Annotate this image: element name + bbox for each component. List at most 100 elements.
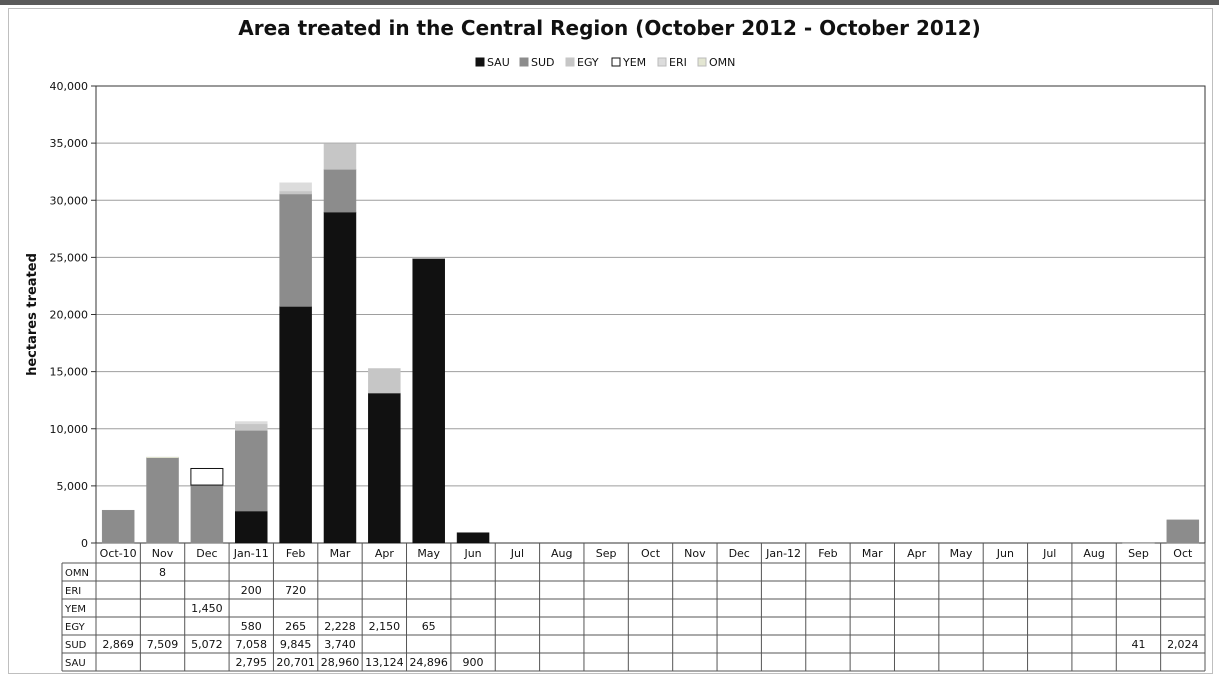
y-tick-label: 0 [81,537,88,550]
legend-swatch-egy [565,57,575,67]
x-tick-label: Dec [196,547,217,560]
x-tick-label: Nov [684,547,706,560]
x-tick-label: Jul [1042,547,1056,560]
table-cell-value: 5,072 [191,638,223,651]
table-row-label: EGY [65,622,86,633]
table-cell-value: 720 [285,584,306,597]
x-tick-label: Sep [596,547,617,560]
bar-eri [235,421,268,425]
plot-area-border [95,85,1206,544]
legend-label-omn: OMN [709,56,735,69]
table-cell-value: 41 [1131,638,1145,651]
bar-sau [235,510,268,544]
legend-swatch-omn [697,57,707,67]
x-tick-label: Mar [330,547,351,560]
x-tick-label: May [417,547,440,560]
y-tick-label: 10,000 [50,423,89,436]
y-tick-label: 40,000 [50,80,89,93]
bar-sud [235,430,268,512]
y-tick-label: 15,000 [50,366,89,379]
x-tick-label: Jul [510,547,524,560]
bar-sud [279,193,312,307]
table-cell-value: 265 [285,620,306,633]
bar-sau [456,532,490,544]
table-cell-value: 13,124 [365,656,404,669]
bar-sud [146,456,179,544]
bar-eri [279,182,312,192]
table-cell-value: 580 [241,620,262,633]
table-cell-value: 2,869 [102,638,134,651]
x-tick-label: May [950,547,973,560]
bar-sau [368,392,401,544]
x-tick-label: Aug [1083,547,1104,560]
legend-swatch-yem [611,57,621,67]
bar-egy [412,257,445,259]
chart-frame [8,8,1213,674]
x-tick-label: Oct [1173,547,1193,560]
legend-label-sau: SAU [487,56,510,69]
x-tick-label: Feb [818,547,837,560]
legend-label-sud: SUD [531,56,555,69]
bar-sud [1166,519,1200,544]
bar-yem [190,467,224,486]
table-cell-value: 7,509 [147,638,179,651]
table-cell-value: 2,228 [324,620,356,633]
x-tick-label: Oct-10 [100,547,137,560]
x-tick-label: Aug [551,547,572,560]
table-cell-value: 1,450 [191,602,223,615]
table-cell-value: 20,701 [276,656,315,669]
legend-swatch-sud [519,57,529,67]
x-tick-label: Jun [463,547,481,560]
table-cell-value: 24,896 [409,656,448,669]
table-row-label: SUD [65,640,87,651]
table-cell-value: 3,740 [324,638,356,651]
y-tick-label: 20,000 [50,309,89,322]
x-tick-label: Jun [996,547,1014,560]
table-cell-value: 2,795 [236,656,268,669]
bar-sud [190,484,224,544]
legend-label-yem: YEM [622,56,646,69]
bar-sud [1122,542,1155,544]
bar-sau [279,306,312,544]
bar-sud [101,509,135,544]
legend-swatch-sau [475,57,485,67]
x-tick-label: Feb [286,547,305,560]
y-axis-label: hectares treated [25,253,40,376]
table-cell-value: 28,960 [321,656,360,669]
bar-egy [279,190,312,195]
legend-label-eri: ERI [669,56,687,69]
chart-title: Area treated in the Central Region (Octo… [238,16,981,40]
table-row-label: SAU [65,658,86,669]
table-cell-value: 200 [241,584,262,597]
y-tick-label: 30,000 [50,194,89,207]
x-tick-label: Mar [862,547,883,560]
x-tick-label: Jan-11 [233,547,269,560]
table-cell-value: 7,058 [236,638,268,651]
bar-sau [412,258,445,544]
table-cell-value: 900 [463,656,484,669]
legend-swatch-eri [657,57,667,67]
x-tick-label: Sep [1128,547,1149,560]
bar-omn [146,456,179,458]
x-tick-label: Oct [641,547,661,560]
x-tick-label: Dec [729,547,750,560]
x-tick-label: Jan-12 [765,547,801,560]
table-cell-value: 8 [159,566,166,579]
legend-label-egy: EGY [577,56,599,69]
bar-egy [235,423,268,431]
bar-sau [323,211,357,544]
x-tick-label: Apr [375,547,395,560]
table-cell-value: 9,845 [280,638,312,651]
table-row-label: ERI [65,586,81,597]
x-tick-label: Apr [907,547,927,560]
y-tick-label: 5,000 [57,480,89,493]
table-row-label: OMN [65,568,89,579]
y-tick-label: 25,000 [50,251,89,264]
y-tick-label: 35,000 [50,137,89,150]
bar-egy [323,143,357,170]
bar-egy [368,368,401,394]
table-row-label: YEM [64,604,86,615]
bar-sud [323,169,357,213]
table-cell-value: 65 [422,620,436,633]
